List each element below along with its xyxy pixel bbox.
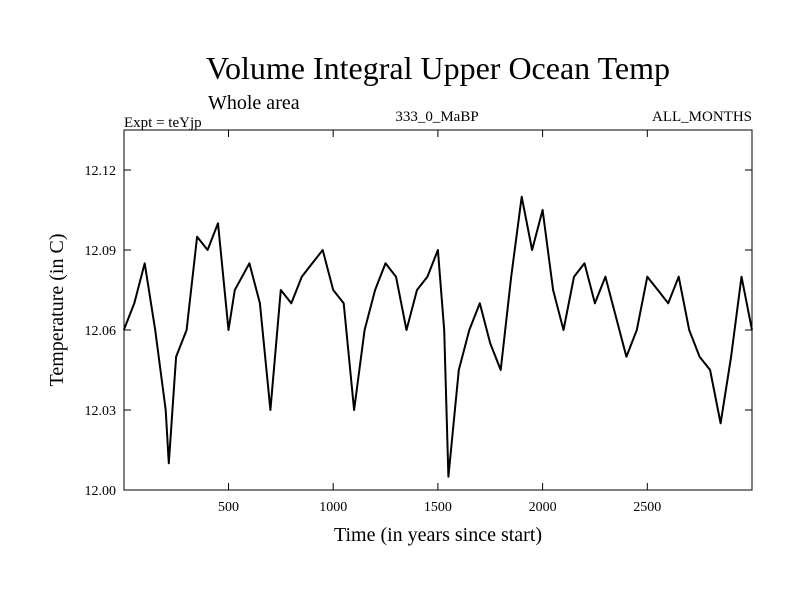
x-axis-ticks: 500 1000 1500 2000 2500 bbox=[218, 130, 661, 515]
y-tick-label: 12.00 bbox=[85, 484, 117, 499]
x-axis-label: Time (in years since start) bbox=[334, 524, 542, 546]
x-tick-label: 1500 bbox=[424, 500, 452, 515]
x-tick-label: 1000 bbox=[319, 500, 347, 515]
chart-subtitle: Whole area bbox=[208, 92, 300, 114]
y-axis-ticks: 12.00 12.03 12.06 12.09 12.12 bbox=[85, 164, 752, 499]
series-line bbox=[122, 195, 753, 478]
y-tick-label: 12.03 bbox=[85, 404, 117, 419]
plot-frame bbox=[123, 129, 753, 491]
period-label: 333_0_MaBP bbox=[395, 109, 478, 125]
y-axis-label: Temperature (in C) bbox=[46, 234, 68, 387]
data-series-group bbox=[122, 195, 753, 478]
y-tick-label: 12.12 bbox=[85, 164, 117, 179]
y-tick-label: 12.09 bbox=[85, 244, 117, 259]
x-tick-label: 500 bbox=[218, 500, 239, 515]
experiment-label: Expt = teYjp bbox=[124, 115, 202, 131]
y-tick-label: 12.06 bbox=[85, 324, 117, 339]
x-tick-label: 2500 bbox=[633, 500, 661, 515]
x-tick-label: 2000 bbox=[529, 500, 557, 515]
chart-title: Volume Integral Upper Ocean Temp bbox=[206, 50, 670, 86]
months-label: ALL_MONTHS bbox=[652, 109, 752, 125]
